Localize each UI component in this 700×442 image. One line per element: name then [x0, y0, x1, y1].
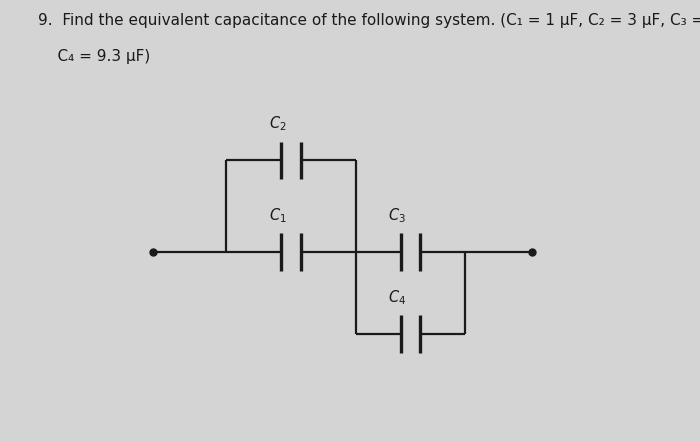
Text: $C_2$: $C_2$: [269, 114, 286, 133]
Text: $C_3$: $C_3$: [388, 206, 405, 225]
Text: $C_4$: $C_4$: [388, 288, 406, 307]
Text: 9.  Find the equivalent capacitance of the following system. (C₁ = 1 μF, C₂ = 3 : 9. Find the equivalent capacitance of th…: [38, 13, 700, 28]
Text: $C_1$: $C_1$: [269, 206, 286, 225]
Text: C₄ = 9.3 μF): C₄ = 9.3 μF): [38, 49, 150, 64]
